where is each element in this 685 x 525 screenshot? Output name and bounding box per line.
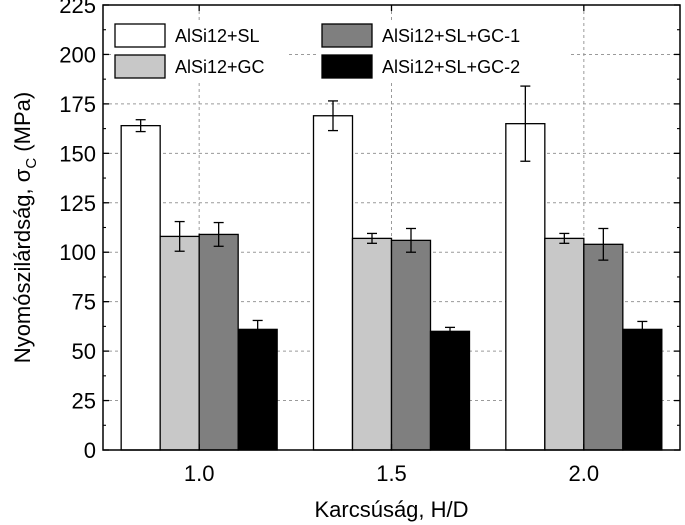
legend-label: AlSi12+GC bbox=[175, 57, 265, 77]
y-axis-title-main: Nyomószilárdság, σ bbox=[10, 168, 35, 363]
y-tick-label: 150 bbox=[59, 141, 96, 166]
y-tick-label: 25 bbox=[72, 389, 96, 414]
x-tick-label: 2.0 bbox=[569, 461, 600, 486]
bar bbox=[159, 235, 200, 451]
y-tick-label: 100 bbox=[59, 240, 96, 265]
bar bbox=[622, 328, 663, 451]
bar bbox=[390, 239, 432, 451]
y-tick-label: 200 bbox=[59, 42, 96, 67]
y-tick-label: 175 bbox=[59, 92, 96, 117]
y-tick-label: 0 bbox=[84, 438, 96, 463]
bars bbox=[120, 115, 663, 451]
bar bbox=[351, 237, 393, 451]
legend-swatch bbox=[321, 54, 373, 79]
error-bars bbox=[135, 85, 648, 339]
axis-ticks: 0 25 50 75 100 125 150 175 200 225 1.0 1.5 2.0 bbox=[59, 0, 680, 486]
y-axis-title: Nyomószilárdság, σC (MPa) bbox=[10, 92, 40, 363]
bar bbox=[237, 328, 278, 451]
bar bbox=[312, 115, 354, 451]
y-tick-label: 125 bbox=[59, 191, 96, 216]
legend-swatch bbox=[114, 23, 166, 48]
bar bbox=[198, 233, 239, 451]
x-tick-label: 1.5 bbox=[376, 461, 407, 486]
x-tick-label: 1.0 bbox=[184, 461, 215, 486]
legend: AlSi12+SL AlSi12+GC AlSi12+SL+GC-1 AlSi12+S… bbox=[111, 20, 568, 82]
y-tick-label: 75 bbox=[72, 290, 96, 315]
bar bbox=[544, 237, 585, 451]
legend-label: AlSi12+SL bbox=[175, 26, 260, 46]
legend-swatch bbox=[114, 54, 166, 79]
legend-label: AlSi12+SL+GC-2 bbox=[382, 57, 520, 77]
y-tick-label: 50 bbox=[72, 339, 96, 364]
legend-label: AlSi12+SL+GC-1 bbox=[382, 26, 520, 46]
legend-swatch bbox=[321, 23, 373, 48]
bar bbox=[429, 330, 471, 451]
y-axis-title-subscript: C bbox=[23, 158, 40, 169]
y-axis-title-unit: (MPa) bbox=[10, 92, 35, 158]
y-tick-label: 225 bbox=[59, 0, 96, 18]
bar bbox=[120, 124, 161, 451]
bar bbox=[505, 123, 546, 451]
bar bbox=[583, 243, 624, 451]
x-axis-title: Karcsúság, H/D bbox=[314, 497, 468, 522]
